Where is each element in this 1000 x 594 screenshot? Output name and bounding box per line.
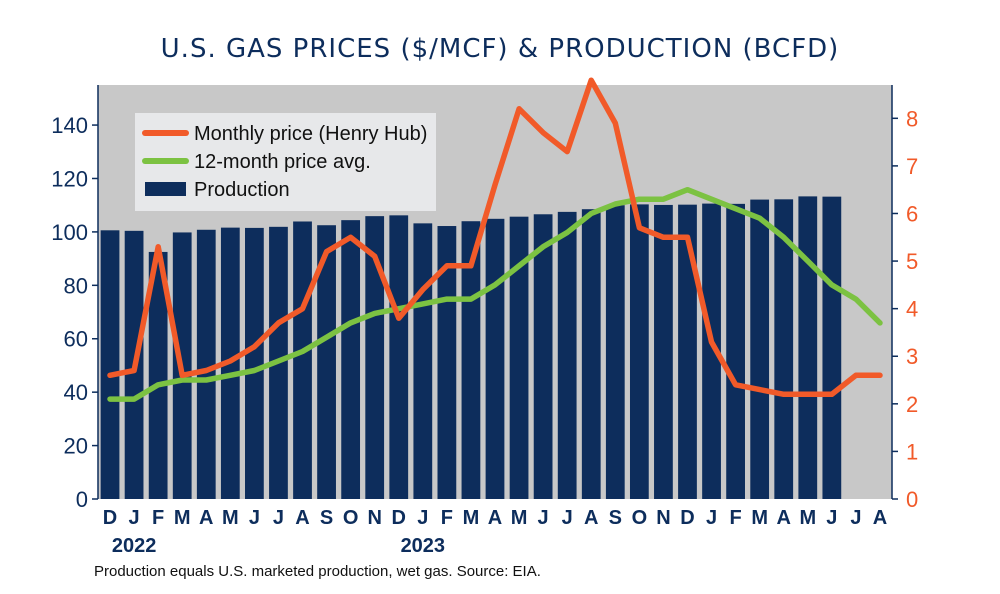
month-label: A: [777, 507, 791, 529]
month-label: O: [632, 507, 648, 529]
month-label: M: [463, 507, 480, 529]
production-bar: [365, 216, 385, 499]
production-bar: [702, 203, 721, 499]
month-label: D: [103, 507, 117, 529]
production-bar: [245, 227, 264, 499]
right-tick-label: 0: [906, 487, 918, 512]
monthly-price-line: [107, 77, 883, 398]
production-bar: [678, 204, 697, 499]
production-bar: [485, 218, 505, 499]
production-bar: [293, 221, 312, 499]
month-label: A: [584, 507, 598, 529]
month-label: J: [129, 507, 140, 529]
month-label: F: [441, 507, 453, 529]
production-bar: [750, 199, 770, 499]
right-tick-label: 7: [906, 154, 918, 179]
month-label: D: [680, 507, 694, 529]
avg-price-line: [107, 186, 883, 402]
left-tick-label: 0: [76, 487, 88, 512]
production-bars: [100, 196, 842, 500]
production-bar: [148, 251, 168, 499]
right-tick-label: 5: [906, 249, 918, 274]
production-bar: [605, 205, 625, 499]
month-label: J: [417, 507, 428, 529]
right-tick-label: 4: [906, 297, 918, 322]
production-bar: [461, 221, 481, 499]
right-tick-label: 3: [906, 344, 918, 369]
month-label: A: [488, 507, 502, 529]
month-label: J: [538, 507, 549, 529]
month-label: D: [392, 507, 406, 529]
legend-production-swatch: [145, 182, 186, 196]
production-bar: [798, 196, 818, 500]
left-tick-label: 60: [64, 327, 88, 352]
month-label: N: [367, 507, 381, 529]
month-label: N: [656, 507, 670, 529]
legend-avg-price-label: 12-month price avg.: [194, 151, 371, 173]
month-label: M: [222, 507, 239, 529]
month-label: M: [799, 507, 816, 529]
production-bar: [581, 209, 601, 499]
left-tick-label: 140: [51, 113, 88, 138]
production-bar: [389, 215, 409, 499]
month-label: A: [199, 507, 213, 529]
month-label: J: [826, 507, 837, 529]
month-label: J: [850, 507, 861, 529]
production-bar: [774, 199, 794, 499]
footnote: Production equals U.S. marketed producti…: [94, 563, 541, 580]
month-label: M: [751, 507, 768, 529]
month-label: F: [152, 507, 164, 529]
left-tick-label: 120: [51, 166, 88, 191]
month-label: S: [320, 507, 333, 529]
month-label: S: [609, 507, 622, 529]
production-bar: [437, 226, 457, 499]
price-lines: [107, 77, 883, 402]
production-bar: [726, 203, 745, 499]
legend-production-label: Production: [194, 179, 290, 201]
production-bar: [822, 196, 842, 499]
month-label: J: [249, 507, 260, 529]
month-label: F: [729, 507, 741, 529]
chart-title: U.S. GAS PRICES ($/MCF) & PRODUCTION (BC…: [161, 34, 840, 64]
month-label: M: [174, 507, 191, 529]
production-bar: [413, 223, 433, 499]
production-bar: [557, 211, 577, 499]
month-label: O: [343, 507, 359, 529]
right-tick-label: 6: [906, 201, 918, 226]
production-bar: [629, 204, 649, 499]
month-label: J: [273, 507, 284, 529]
month-label: A: [873, 507, 887, 529]
production-bar: [654, 204, 673, 499]
production-bar: [100, 230, 120, 499]
month-label: M: [511, 507, 528, 529]
left-tick-label: 40: [64, 380, 88, 405]
legend-monthly-price-label: Monthly price (Henry Hub): [194, 123, 427, 145]
production-bar: [533, 214, 553, 499]
production-bar: [341, 220, 361, 499]
month-label: J: [706, 507, 717, 529]
year-label: 2023: [401, 535, 446, 557]
production-bar: [509, 216, 529, 499]
legend: Monthly price (Henry Hub) 12-month price …: [135, 113, 436, 211]
right-tick-label: 2: [906, 392, 918, 417]
production-bar: [196, 229, 216, 499]
left-tick-label: 100: [51, 220, 88, 245]
production-bar: [317, 225, 336, 499]
right-tick-label: 1: [906, 439, 918, 464]
left-tick-label: 80: [64, 273, 88, 298]
month-label: A: [295, 507, 309, 529]
left-tick-label: 20: [64, 434, 88, 459]
right-tick-label: 8: [906, 106, 918, 131]
month-label: J: [562, 507, 573, 529]
year-label: 2022: [112, 535, 157, 557]
